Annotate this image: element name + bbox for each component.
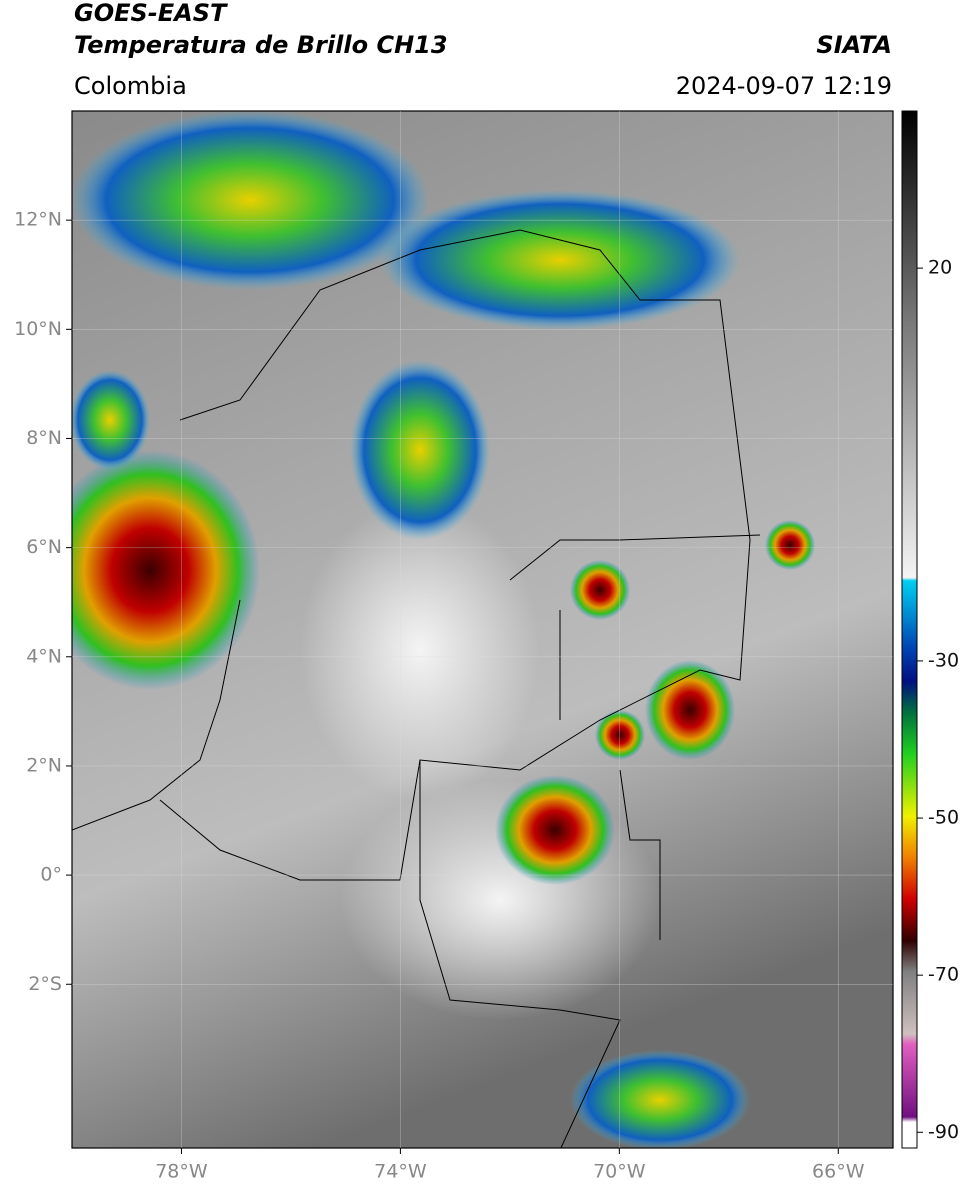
y-tick-label: 4°N (26, 645, 62, 667)
colorbar-label: 20 (928, 257, 952, 279)
y-tick-label: 10°N (14, 318, 62, 340)
y-tick-label: 0° (40, 864, 62, 886)
colorbar-label: -30 (928, 649, 959, 671)
x-tick-label: 70°W (593, 1161, 646, 1183)
subtitle: Temperatura de Brillo CH13 (74, 31, 448, 59)
colorbar-label: -90 (928, 1121, 959, 1143)
y-tick-label: 12°N (14, 209, 62, 231)
region: Colombia (74, 72, 187, 100)
title: GOES-EAST (74, 0, 228, 27)
source: SIATA (816, 31, 892, 59)
y-tick-label: 2°N (26, 754, 62, 776)
y-tick-label: 2°S (28, 973, 62, 995)
colorbar (901, 110, 918, 1149)
y-tick-label: 8°N (26, 427, 62, 449)
datetime: 2024-09-07 12:19 (676, 72, 892, 100)
colorbar-label: -70 (928, 964, 959, 986)
satellite-image (72, 111, 893, 1148)
map-frame (71, 110, 894, 1149)
colorbar-label: -50 (928, 807, 959, 829)
x-tick-label: 74°W (374, 1161, 427, 1183)
y-tick-label: 6°N (26, 536, 62, 558)
x-tick-label: 78°W (155, 1161, 208, 1183)
x-tick-label: 66°W (812, 1161, 865, 1183)
